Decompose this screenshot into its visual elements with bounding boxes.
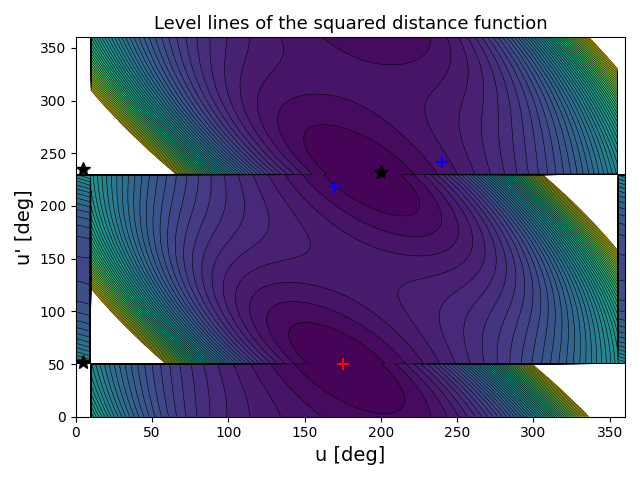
X-axis label: u [deg]: u [deg] [316, 446, 385, 465]
Y-axis label: u' [deg]: u' [deg] [15, 189, 34, 265]
Title: Level lines of the squared distance function: Level lines of the squared distance func… [154, 15, 547, 33]
